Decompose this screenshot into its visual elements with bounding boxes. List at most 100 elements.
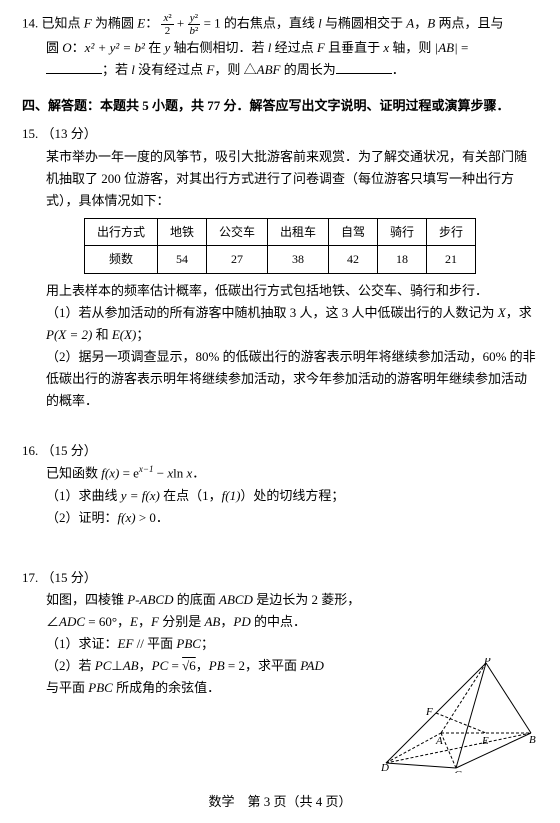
q16-fx2: f(x) <box>118 510 136 525</box>
q17-EF: EF <box>118 636 134 651</box>
q16-fx: f(x) <box>101 466 119 481</box>
q14-l2g: 轴，则 <box>389 40 435 55</box>
q14-l1b: 为椭圆 <box>92 16 138 31</box>
question-16: 16. （15 分） 已知函数 f(x) = ex−1 − xln x． （1）… <box>22 440 538 529</box>
q14-F: F <box>84 16 92 31</box>
q17-p2b: ； <box>201 636 214 651</box>
q14-num: 14. <box>22 16 38 31</box>
q14-l1d: = 1 的右焦点，直线 <box>200 16 318 31</box>
q16-p1: 已知函数 f(x) = ex−1 − xln x． <box>22 462 538 484</box>
q14-p: ． <box>392 62 405 77</box>
q14-l3a: ；若 <box>102 62 131 77</box>
th-0: 出行方式 <box>84 218 157 245</box>
q17-PB: PB <box>209 658 225 673</box>
th-1: 地铁 <box>157 218 206 245</box>
th-4: 自驾 <box>329 218 378 245</box>
q14-E: E <box>137 16 145 31</box>
q14-l2e: 经过点 <box>271 40 317 55</box>
q17-eq: = <box>168 658 182 673</box>
q17-Ft: F <box>151 614 159 629</box>
q16-ln: ln <box>173 466 186 481</box>
q17-perp: ⊥ <box>111 658 122 673</box>
q14-O: O <box>62 40 71 55</box>
q17-PD: PD <box>233 614 250 629</box>
q14-circ: x² + y² = b² <box>85 40 145 55</box>
q17-PC: PC <box>95 658 112 673</box>
q15-p3c: 求 <box>519 305 532 320</box>
q17-p1: 如图，四棱锥 P-ABCD 的底面 ABCD 是边长为 2 菱形，∠ADC = … <box>22 589 538 633</box>
pyramid-icon: P A B C D E F <box>381 658 536 773</box>
q16-pts: （15 分） <box>42 443 97 458</box>
q15-num: 15. <box>22 126 38 141</box>
q16-yfx: y = f(x) <box>121 488 160 503</box>
q17-ADC: ADC <box>59 614 85 629</box>
lbl-C: C <box>454 769 462 773</box>
q16-f1: f(1) <box>222 488 241 503</box>
q14-f1d: 2 <box>161 25 173 37</box>
q15-and: 和 <box>92 327 112 342</box>
q17-p1f: AB <box>204 614 220 629</box>
q16-p1a: 已知函数 <box>46 466 101 481</box>
q14-l3c: ，则 △ <box>214 62 256 77</box>
q17-Et: E <box>130 614 138 629</box>
q17-p2: （1）求证：EF // 平面 PBC； <box>22 633 538 655</box>
q17-num: 17. <box>22 570 38 585</box>
q17-PBC2: PBC <box>88 680 113 695</box>
q17-p2a: （1）求证： <box>46 636 118 651</box>
q14-frac2: y²b² <box>188 12 201 37</box>
q14-line2: 圆 O：x² + y² = b² 在 y 轴右侧相切．若 l 经过点 F 且垂直… <box>22 37 538 59</box>
lbl-F: F <box>425 706 433 718</box>
q17-PAD: PAD <box>300 658 324 673</box>
lbl-A: A <box>435 735 443 747</box>
q14-F2: F <box>317 40 325 55</box>
q17-c1: ， <box>138 614 151 629</box>
q14-l2c: 在 <box>145 40 165 55</box>
th-2: 公交车 <box>206 218 267 245</box>
q16-p3b: > 0． <box>136 510 169 525</box>
q17-eq2: = 2，求平面 <box>225 658 301 673</box>
lbl-B: B <box>529 734 536 746</box>
q14-AB: |AB| <box>435 40 458 55</box>
q15-p3b: ， <box>506 305 519 320</box>
q14-l1f: ， <box>414 16 427 31</box>
q14-l3d: 的周长为 <box>280 62 335 77</box>
q17-s6: √6 <box>182 658 196 673</box>
q16-p2: （1）求曲线 y = f(x) 在点（1，f(1)）处的切线方程； <box>22 485 538 507</box>
q17-p1g: 的中点． <box>251 614 306 629</box>
q17-PBC: PBC <box>176 636 201 651</box>
q15-p2: 用上表样本的频率估计概率，低碳出行方式包括地铁、公交车、骑行和步行． <box>22 280 538 302</box>
q14-l2d: 轴右侧相切．若 <box>170 40 268 55</box>
blank-2 <box>336 61 392 74</box>
q17-p4a: 与平面 <box>46 680 88 695</box>
q15-p3: （1）若从参加活动的所有游客中随机抽取 3 人，这 3 人中低碳出行的人数记为 … <box>22 302 538 346</box>
td-l: 频数 <box>84 246 157 273</box>
q17-c3: ， <box>139 658 152 673</box>
q14-l1a: 已知点 <box>42 16 84 31</box>
q14-l1e: 与椭圆相交于 <box>322 16 407 31</box>
q17-p1e: 分别是 <box>159 614 201 629</box>
q16-p1d: ． <box>192 466 205 481</box>
q17-p1a: 如图，四棱锥 <box>46 592 127 607</box>
lbl-D: D <box>381 762 389 773</box>
q16-p1b: = e <box>119 466 139 481</box>
q14-f1n: x <box>163 12 168 24</box>
q14-frac1: x²2 <box>161 12 173 37</box>
q17-c4: ， <box>196 658 209 673</box>
q14-l1c: ： <box>145 16 158 31</box>
q16-num: 16. <box>22 443 38 458</box>
q15-p4: （2）据另一项调查显示，80% 的低碳出行的游客表示明年将继续参加活动，60% … <box>22 346 538 412</box>
table-header-row: 出行方式 地铁 公交车 出租车 自驾 骑行 步行 <box>84 218 475 245</box>
td-3: 42 <box>329 246 378 273</box>
th-6: 步行 <box>427 218 476 245</box>
th-3: 出租车 <box>267 218 328 245</box>
q16-exp: x−1 <box>139 464 154 474</box>
q14-f2n: y <box>190 12 195 24</box>
q17-AB2: AB <box>123 658 139 673</box>
q14-f2d: b <box>190 25 196 37</box>
q16-p2c: ）处的切线方程； <box>240 488 344 503</box>
q17-p1b: 的底面 <box>173 592 219 607</box>
q17-para: // 平面 <box>133 636 176 651</box>
th-5: 骑行 <box>378 218 427 245</box>
page-footer: 数学 第 3 页（共 4 页） <box>0 791 560 813</box>
q14-l2f: 且垂直于 <box>325 40 384 55</box>
